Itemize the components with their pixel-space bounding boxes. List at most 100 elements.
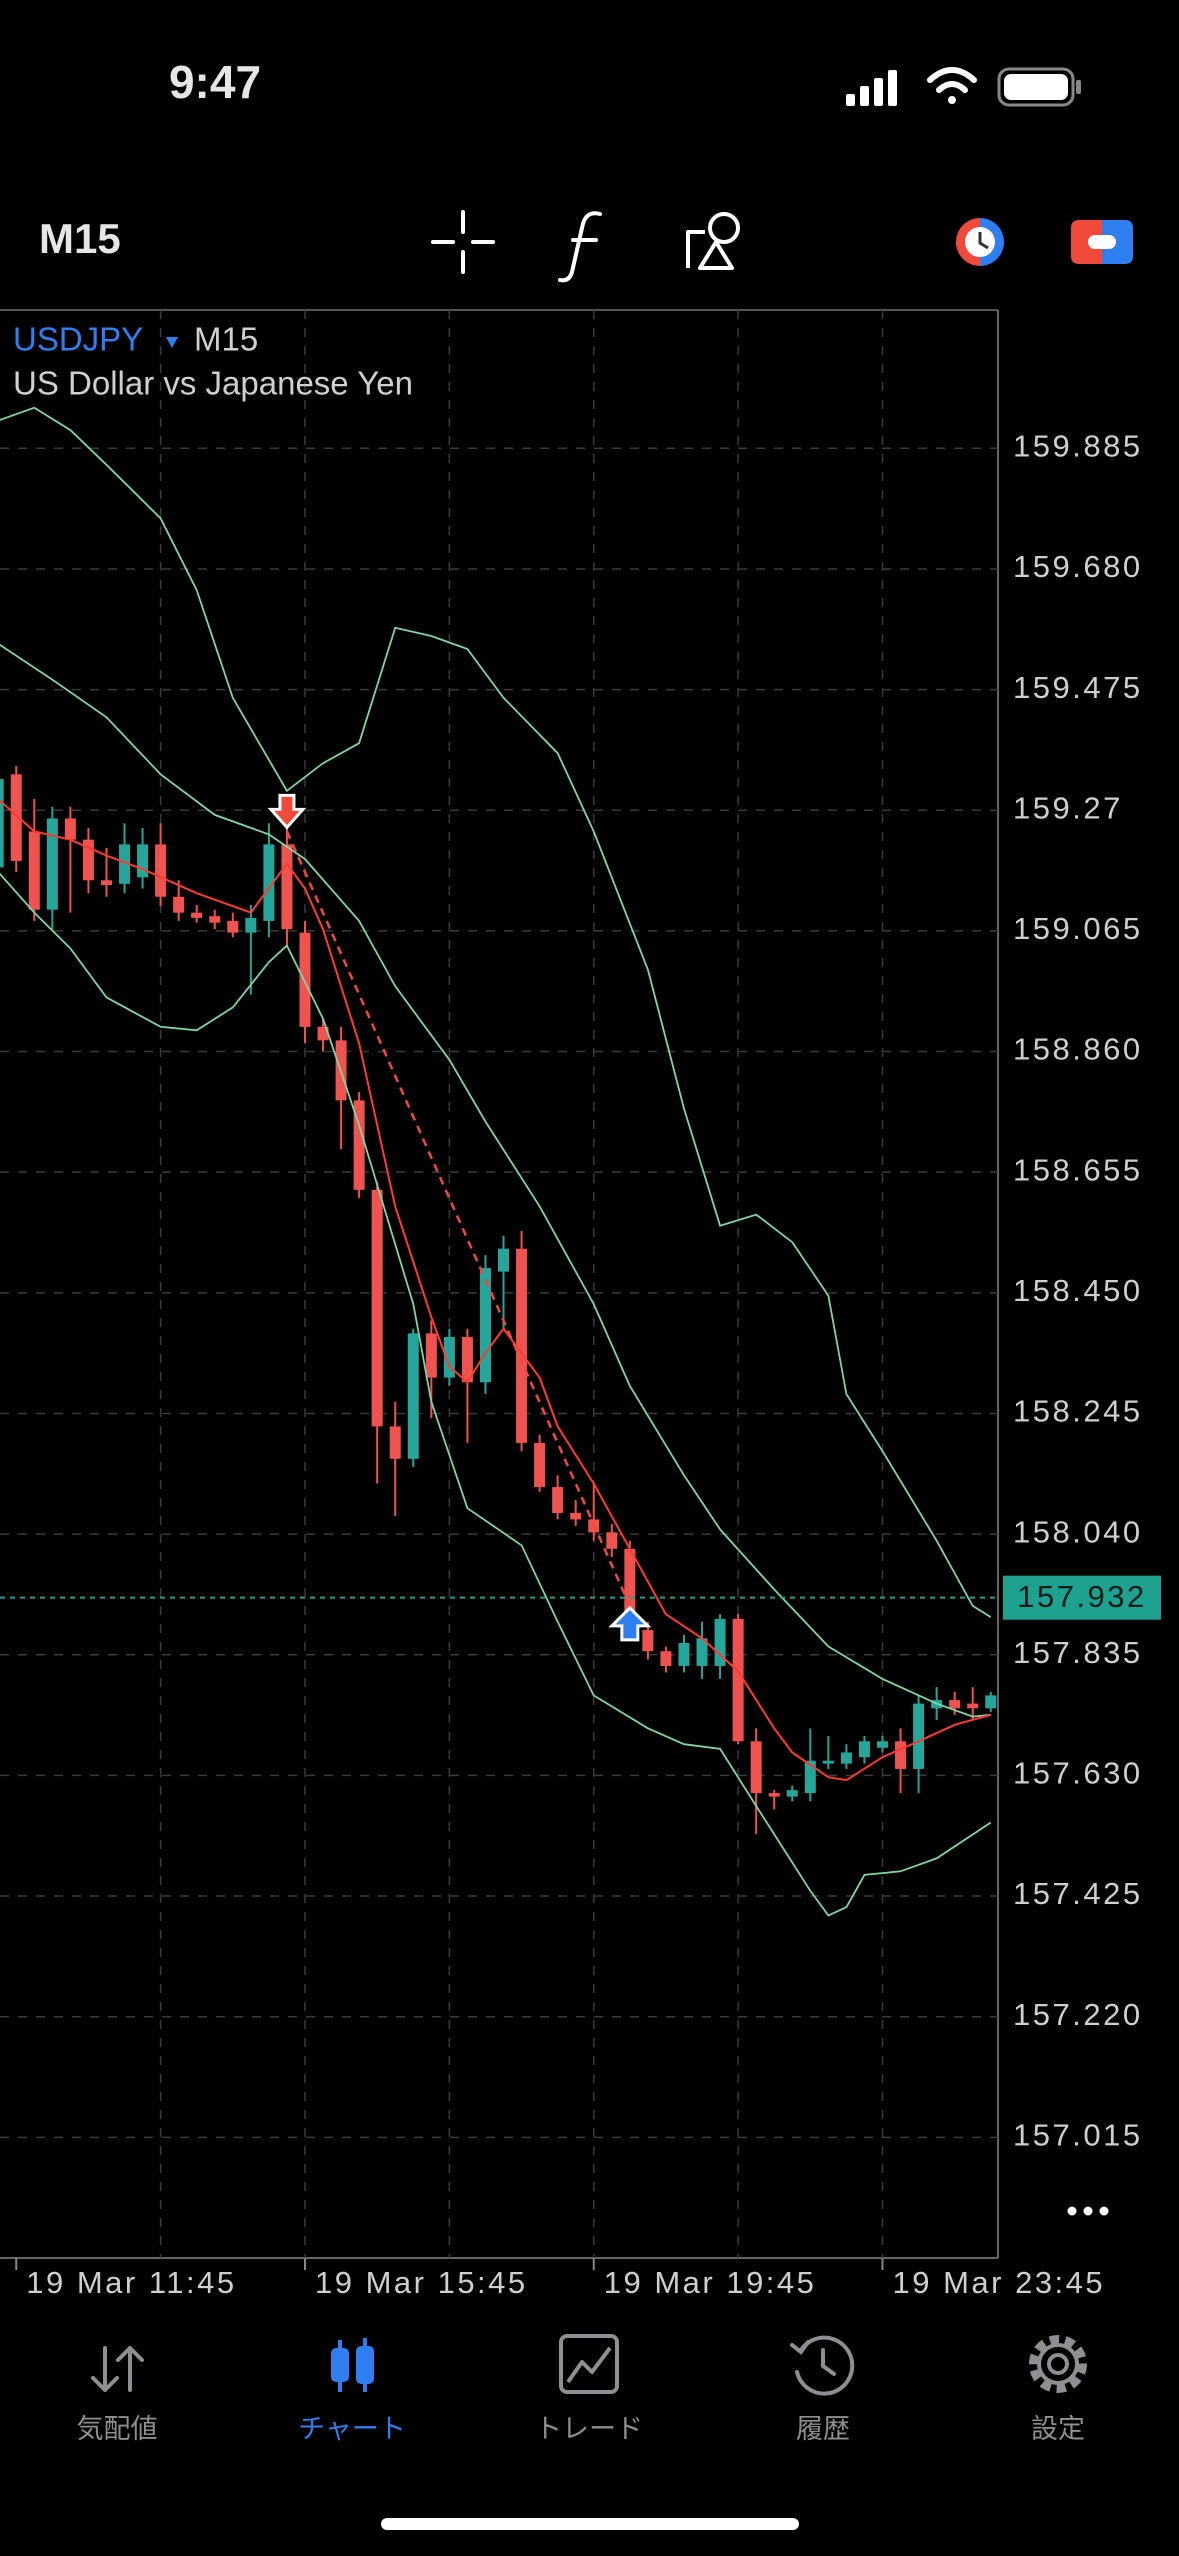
candle-body (967, 1703, 979, 1709)
trade-icon[interactable] (559, 2334, 619, 2394)
y-tick-label: 158.040 (1013, 1514, 1143, 1549)
candle-body (786, 1790, 798, 1797)
candle-body (534, 1442, 546, 1488)
candle-body (443, 1336, 455, 1378)
tab-label[interactable]: 履歴 (796, 2414, 850, 2444)
candle-body (82, 839, 94, 881)
candle-body (10, 774, 22, 861)
history-icon[interactable] (790, 2335, 855, 2396)
grid (0, 310, 998, 2258)
current-price-box (1003, 1575, 1161, 1620)
x-tick-label: 19 Mar 23:45 (892, 2265, 1105, 2300)
candle-body (678, 1642, 690, 1666)
y-tick-label: 157.835 (1013, 1635, 1143, 1670)
candle-body (245, 917, 257, 933)
y-tick-label: 157.015 (1013, 2118, 1143, 2153)
crosshair-button[interactable] (431, 210, 495, 274)
candle-body (840, 1752, 852, 1764)
candle-body (119, 844, 131, 884)
y-tick-label: 158.860 (1013, 1032, 1143, 1067)
timeframe-button[interactable]: M15 (39, 215, 121, 262)
candle-body (804, 1760, 816, 1794)
candle-body (461, 1336, 473, 1383)
x-tick-label: 19 Mar 15:45 (315, 2265, 528, 2300)
candle-body (155, 844, 167, 897)
candle-body (552, 1487, 564, 1513)
candle-body (407, 1333, 419, 1459)
x-tick-label: 19 Mar 11:45 (26, 2265, 236, 2300)
one-click-button[interactable] (956, 218, 1004, 266)
candle-body (191, 912, 203, 918)
symbol-description: US Dollar vs Japanese Yen (13, 365, 413, 402)
candle-body (209, 916, 221, 923)
home-indicator (381, 2518, 799, 2530)
candle-body (750, 1741, 762, 1794)
y-tick-label: 158.245 (1013, 1394, 1143, 1429)
candle-body (913, 1703, 925, 1769)
objects-button[interactable] (686, 212, 740, 270)
candle-body (768, 1793, 780, 1797)
battery-icon (997, 67, 1081, 107)
candle-body (985, 1695, 997, 1709)
candle-body (389, 1426, 401, 1459)
candle-body (876, 1741, 888, 1748)
candle-body (624, 1548, 636, 1631)
candle-body (425, 1333, 437, 1378)
symbol-label[interactable]: USDJPY (13, 321, 143, 358)
indicator-line (0, 406, 992, 1618)
status-time: 9:47 (169, 56, 261, 108)
x-tick-label: 19 Mar 19:45 (604, 2265, 817, 2300)
trade-button[interactable] (1071, 220, 1133, 264)
wifi-icon (927, 67, 977, 104)
candle-body (714, 1618, 726, 1666)
candle-body (0, 779, 4, 868)
candle-body (660, 1651, 672, 1666)
candle-body (137, 844, 149, 878)
y-tick-label: 158.655 (1013, 1152, 1143, 1187)
candle-body (263, 844, 275, 921)
y-tick-label: 159.065 (1013, 911, 1143, 946)
trade-line (285, 830, 631, 1607)
candle-body (64, 818, 76, 840)
candle-body (516, 1248, 528, 1443)
axes: 159.885 159.680 159.475 159.27 159.065 158.86… (15, 428, 1161, 2300)
tab-label[interactable]: 気配値 (77, 2414, 158, 2444)
y-tick-label: 157.630 (1013, 1756, 1143, 1791)
chart-icon[interactable] (331, 2338, 374, 2392)
y-tick-label: 159.680 (1013, 549, 1143, 584)
candle-body (46, 818, 58, 910)
candle-body (227, 920, 239, 933)
candle-body (606, 1532, 618, 1549)
more-button[interactable] (1067, 2206, 1109, 2216)
indicator-line (0, 799, 992, 1782)
tab-label[interactable]: トレード (535, 2414, 643, 2444)
y-tick-label: 159.475 (1013, 670, 1143, 705)
candle-body (949, 1700, 961, 1709)
tab-label[interactable]: 設定 (1031, 2414, 1085, 2444)
indicators-button[interactable] (558, 211, 602, 283)
y-tick-label: 158.450 (1013, 1273, 1143, 1308)
y-tick-label: 159.27 (1013, 790, 1123, 825)
candle-body (732, 1618, 744, 1742)
y-tick-label: 157.220 (1013, 1997, 1143, 2032)
symbol-dropdown[interactable] (166, 337, 178, 348)
sell-arrow (267, 793, 307, 830)
indicator-line (0, 643, 991, 1718)
settings-icon[interactable] (1029, 2335, 1087, 2393)
candle-body (317, 1026, 329, 1041)
plot (0, 406, 998, 1917)
candle-body (371, 1189, 383, 1427)
candle-body (100, 880, 112, 885)
candle-body (570, 1512, 582, 1520)
candle-body (299, 932, 311, 1027)
candle-body (696, 1638, 708, 1666)
candle-body (173, 896, 185, 913)
signal-icon (846, 70, 897, 106)
y-tick-label: 159.885 (1013, 428, 1143, 463)
quotes-icon[interactable] (91, 2346, 144, 2392)
candle-body (642, 1630, 654, 1652)
tab-label[interactable]: チャート (298, 2414, 406, 2444)
candle-body (858, 1741, 870, 1758)
